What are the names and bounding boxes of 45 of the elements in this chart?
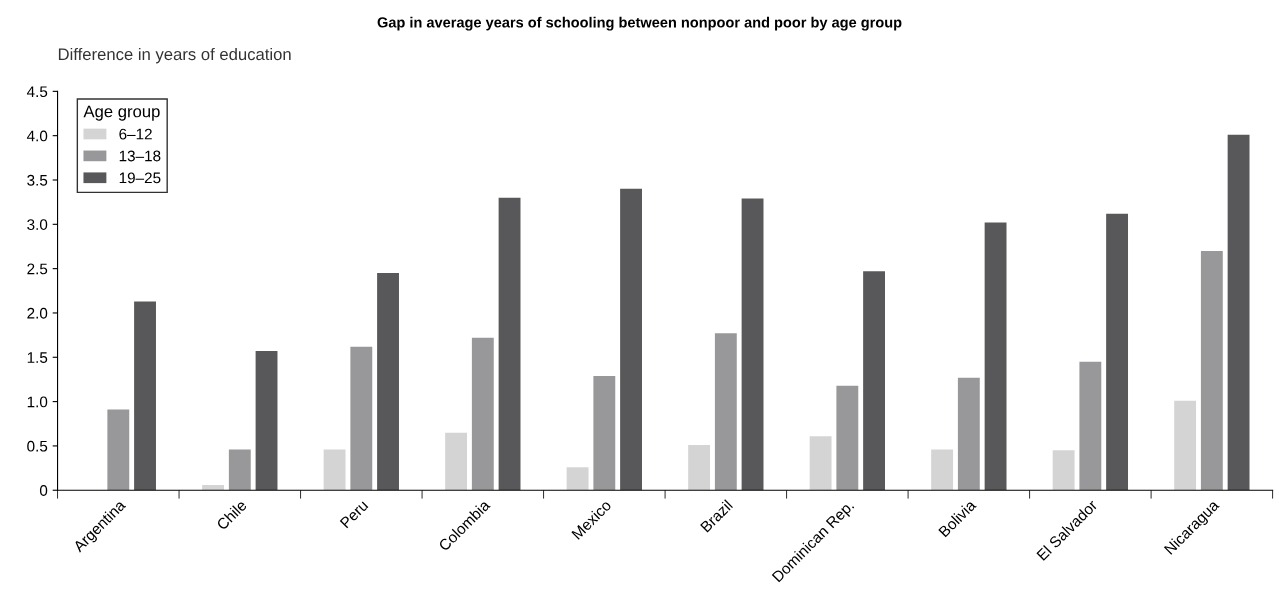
bar xyxy=(202,484,225,491)
bar xyxy=(688,445,711,491)
bar xyxy=(1174,400,1197,491)
bar xyxy=(957,377,980,491)
y-tick-label: 4.0 xyxy=(26,130,48,142)
bar xyxy=(1079,361,1102,491)
bar xyxy=(255,351,278,491)
y-axis-title: Difference in years of education xyxy=(58,47,291,64)
bar xyxy=(714,333,737,491)
bar xyxy=(836,385,859,491)
y-tick-label: 2.0 xyxy=(27,307,48,319)
bar xyxy=(1200,250,1223,491)
y-tick-label: 2.5 xyxy=(27,263,48,275)
bar xyxy=(566,467,589,491)
y-tick-label: 0.5 xyxy=(27,440,48,452)
bar xyxy=(323,449,346,491)
bar xyxy=(984,222,1007,491)
y-tick-label: 0 xyxy=(39,485,48,496)
y-tick-label: 3.5 xyxy=(27,174,48,186)
bar xyxy=(1106,213,1129,491)
bar xyxy=(228,449,251,491)
bar xyxy=(445,432,468,491)
bar xyxy=(863,271,885,491)
bar xyxy=(741,198,764,491)
bar xyxy=(1227,134,1250,491)
y-tick-label: 1.5 xyxy=(27,352,48,363)
y-tick-label: 4.5 xyxy=(26,86,48,98)
bar xyxy=(134,301,156,491)
chart-title: Gap in average years of schooling between nonpoor and poor by age group xyxy=(377,16,902,31)
bar xyxy=(1052,450,1075,491)
legend-label: 13–18 xyxy=(119,150,161,162)
bar xyxy=(593,375,616,491)
bar xyxy=(350,346,373,491)
legend-label: 6–12 xyxy=(119,128,152,140)
legend-label: 19–25 xyxy=(119,172,161,184)
bar xyxy=(498,197,521,491)
bar xyxy=(809,436,832,491)
bar xyxy=(107,409,130,491)
y-tick-label: 1.0 xyxy=(27,396,48,408)
bar xyxy=(471,337,494,491)
bar xyxy=(931,449,954,491)
bar xyxy=(377,273,399,491)
y-tick-label: 3.0 xyxy=(27,219,48,230)
bar xyxy=(620,188,642,491)
legend-title: Age group xyxy=(83,105,160,121)
